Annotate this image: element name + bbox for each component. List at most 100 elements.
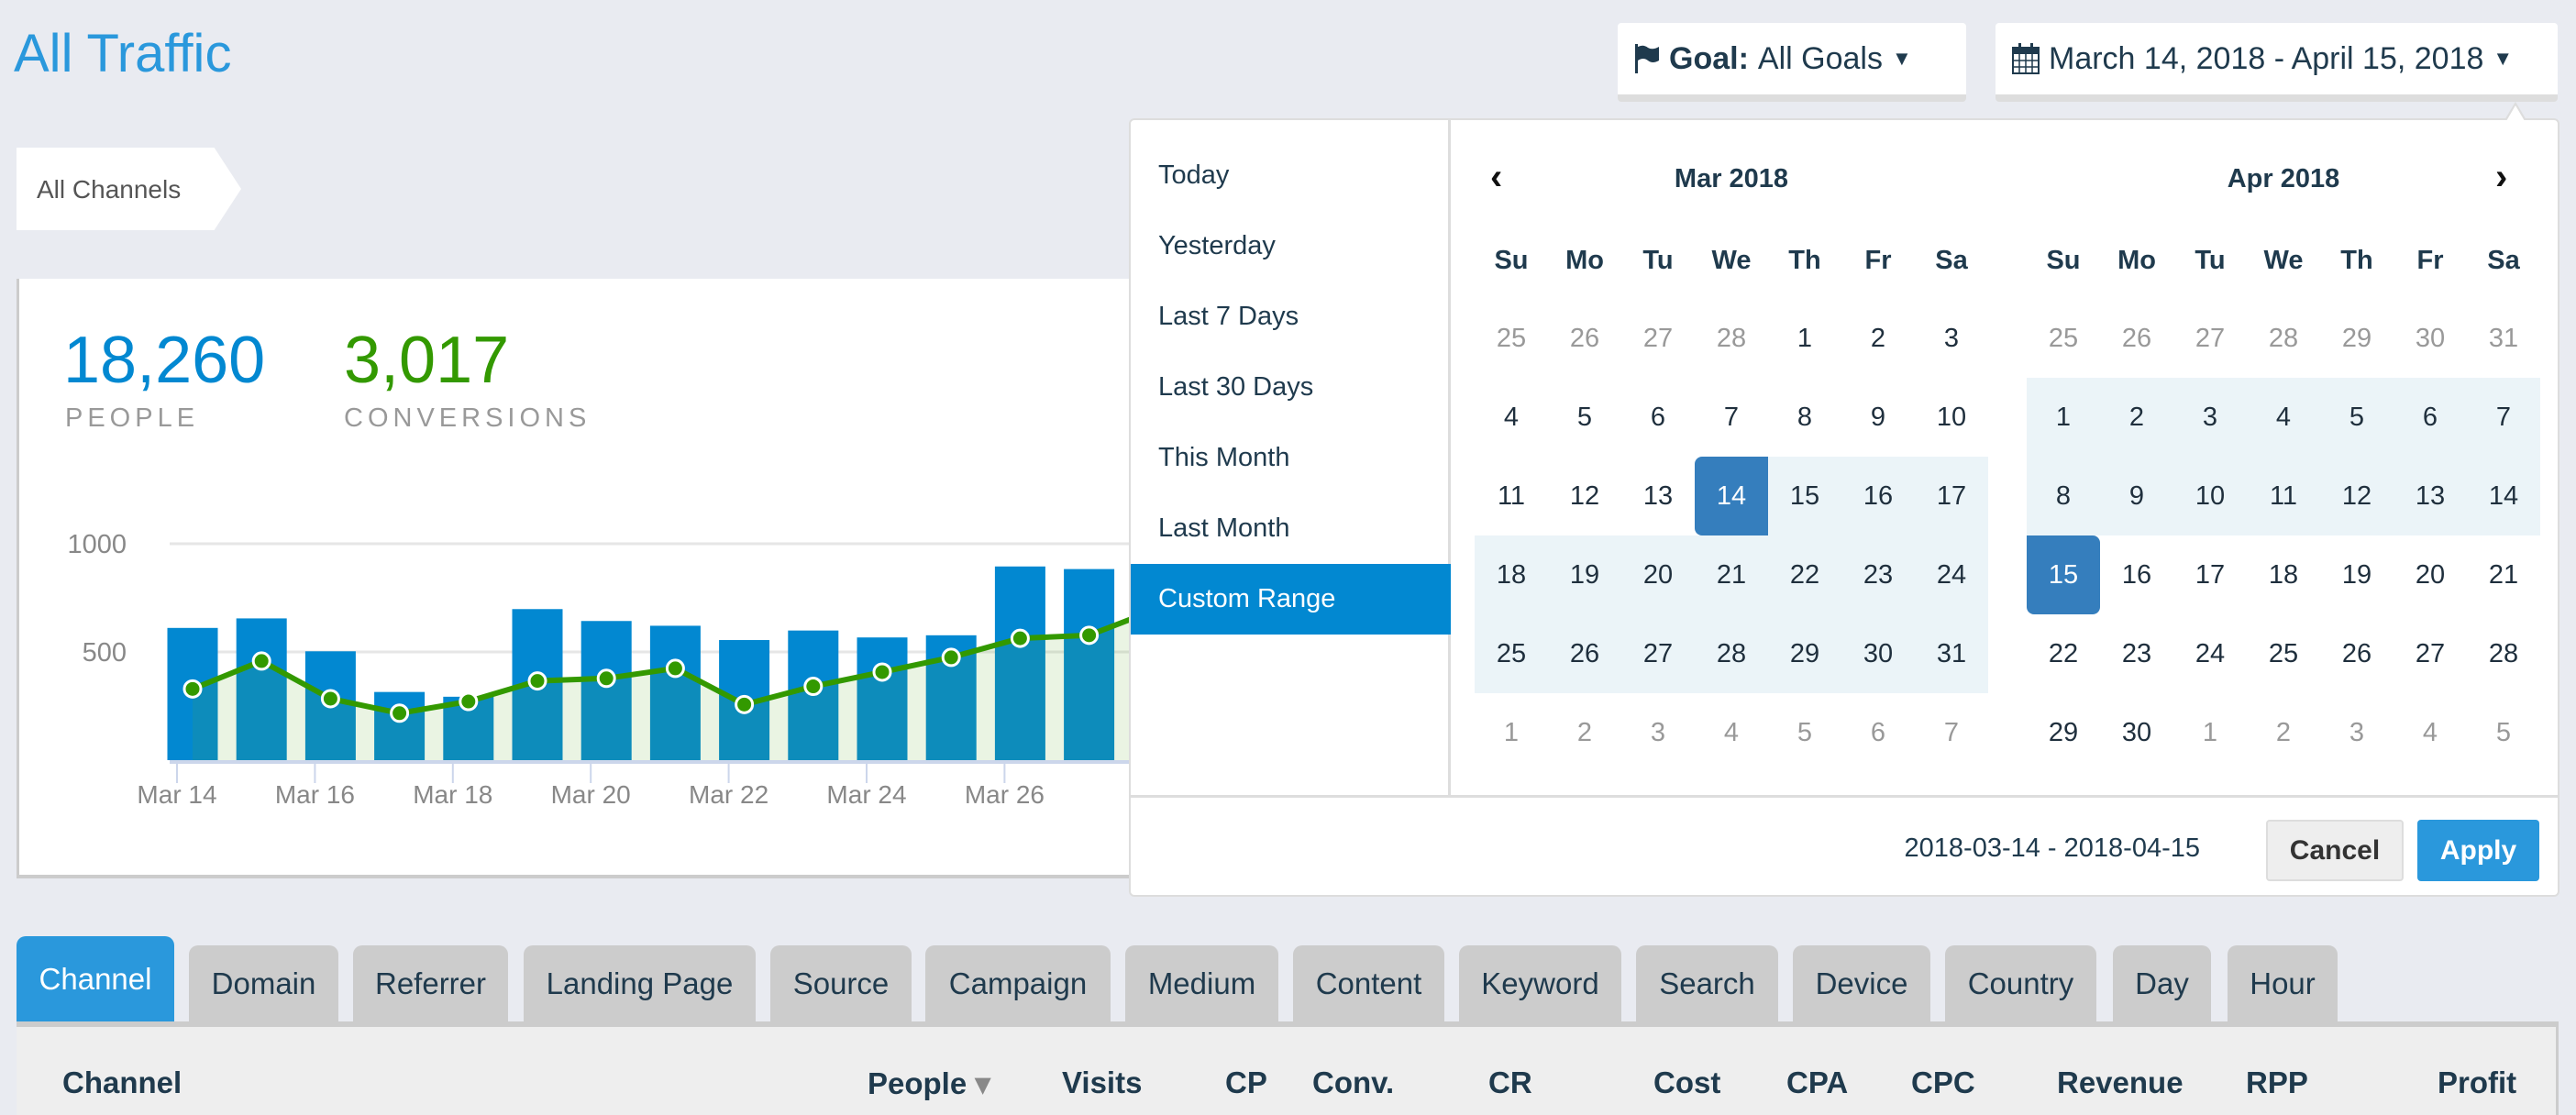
calendar-day[interactable]: 23: [2121, 639, 2152, 668]
calendar-day[interactable]: 1: [1503, 718, 1520, 747]
apply-button[interactable]: Apply: [2417, 820, 2539, 881]
column-header-people[interactable]: People ▾: [868, 1066, 990, 1100]
calendar-day[interactable]: 3: [1943, 324, 1960, 353]
column-header-cr[interactable]: CR: [1488, 1065, 1532, 1099]
calendar-day[interactable]: 25: [2048, 324, 2079, 353]
calendar-day[interactable]: 4: [2422, 718, 2438, 747]
calendar-day[interactable]: 29: [2048, 718, 2079, 747]
calendar-day[interactable]: 15: [2027, 535, 2100, 614]
tab-source[interactable]: Source: [770, 945, 912, 1021]
tab-keyword[interactable]: Keyword: [1459, 945, 1621, 1021]
sort-down-icon[interactable]: ▾: [967, 1066, 990, 1100]
calendar-day[interactable]: 29: [1768, 614, 1841, 693]
calendar-day[interactable]: 7: [1943, 718, 1960, 747]
calendar-day[interactable]: 2: [1870, 324, 1886, 353]
tab-domain[interactable]: Domain: [189, 945, 338, 1021]
calendar-day[interactable]: 25: [1496, 324, 1527, 353]
calendar-day[interactable]: 28: [1716, 324, 1747, 353]
calendar-day[interactable]: 9: [2100, 457, 2173, 535]
calendar-day[interactable]: 4: [1503, 403, 1520, 432]
calendar-day[interactable]: 30: [2415, 324, 2446, 353]
calendar-day[interactable]: 1: [1797, 324, 1813, 353]
calendar-day[interactable]: 24: [1915, 535, 1988, 614]
calendar-day[interactable]: 6: [1650, 403, 1666, 432]
calendar-day[interactable]: 13: [2394, 457, 2467, 535]
calendar-day[interactable]: 26: [1569, 324, 1600, 353]
calendar-day[interactable]: 31: [1915, 614, 1988, 693]
calendar-day[interactable]: 16: [1841, 457, 1915, 535]
column-header-revenue[interactable]: Revenue: [2057, 1065, 2184, 1099]
calendar-day[interactable]: 5: [2320, 378, 2394, 457]
range-option[interactable]: This Month: [1158, 443, 1290, 472]
calendar-day[interactable]: 28: [2268, 324, 2299, 353]
column-header-profit[interactable]: Profit: [2438, 1065, 2517, 1099]
calendar-day[interactable]: 3: [1650, 718, 1666, 747]
calendar-day[interactable]: 25: [2268, 639, 2299, 668]
chevron-right-icon[interactable]: ›: [2495, 157, 2508, 197]
calendar-day[interactable]: 17: [2195, 560, 2226, 590]
tab-hour[interactable]: Hour: [2228, 945, 2338, 1021]
calendar-day[interactable]: 7: [2467, 378, 2540, 457]
tab-referrer[interactable]: Referrer: [353, 945, 508, 1021]
calendar-day[interactable]: 8: [2027, 457, 2100, 535]
calendar-day[interactable]: 8: [1797, 403, 1813, 432]
goal-dropdown[interactable]: Goal: All Goals ▼: [1618, 23, 1966, 102]
breadcrumb-all-channels[interactable]: All Channels: [17, 148, 241, 230]
calendar-day[interactable]: 2: [1576, 718, 1593, 747]
calendar-day[interactable]: 1: [2202, 718, 2218, 747]
calendar-day[interactable]: 9: [1870, 403, 1886, 432]
calendar-day[interactable]: 4: [2247, 378, 2320, 457]
calendar-day[interactable]: 11: [2247, 457, 2320, 535]
calendar-day[interactable]: 31: [2488, 324, 2519, 353]
column-header-cpa[interactable]: CPA: [1786, 1065, 1849, 1099]
range-option[interactable]: Last Month: [1158, 513, 1290, 543]
calendar-day[interactable]: 10: [1936, 403, 1967, 432]
tab-content[interactable]: Content: [1293, 945, 1444, 1021]
calendar-day[interactable]: 2: [2100, 378, 2173, 457]
calendar-day[interactable]: 5: [1797, 718, 1813, 747]
column-header-cpc[interactable]: CPC: [1911, 1065, 1975, 1099]
calendar-day[interactable]: 6: [2394, 378, 2467, 457]
calendar-day[interactable]: 28: [1695, 614, 1768, 693]
range-option[interactable]: Last 30 Days: [1158, 372, 1314, 402]
column-header-conv[interactable]: Conv.: [1312, 1065, 1395, 1099]
calendar-day[interactable]: 12: [1569, 481, 1600, 511]
calendar-day[interactable]: 3: [2173, 378, 2247, 457]
calendar-day[interactable]: 7: [1723, 403, 1740, 432]
tab-country[interactable]: Country: [1945, 945, 2096, 1021]
calendar-day[interactable]: 24: [2195, 639, 2226, 668]
cancel-button[interactable]: Cancel: [2266, 820, 2404, 881]
calendar-day[interactable]: 17: [1915, 457, 1988, 535]
range-option[interactable]: Custom Range: [1131, 564, 1451, 635]
calendar-day[interactable]: 18: [2268, 560, 2299, 590]
column-header-rpp[interactable]: RPP: [2246, 1065, 2308, 1099]
calendar-day[interactable]: 6: [1870, 718, 1886, 747]
range-option[interactable]: Today: [1158, 160, 1230, 190]
range-option[interactable]: Yesterday: [1158, 231, 1276, 260]
calendar-day[interactable]: 12: [2320, 457, 2394, 535]
calendar-day[interactable]: 20: [1621, 535, 1695, 614]
calendar-day[interactable]: 14: [2467, 457, 2540, 535]
calendar-day[interactable]: 27: [1621, 614, 1695, 693]
calendar-day[interactable]: 10: [2173, 457, 2247, 535]
calendar-day[interactable]: 14: [1695, 457, 1768, 535]
calendar-day[interactable]: 21: [1695, 535, 1768, 614]
calendar-day[interactable]: 22: [2048, 639, 2079, 668]
calendar-day[interactable]: 18: [1475, 535, 1548, 614]
calendar-day[interactable]: 25: [1475, 614, 1548, 693]
calendar-day[interactable]: 21: [2488, 560, 2519, 590]
calendar-day[interactable]: 15: [1768, 457, 1841, 535]
tab-campaign[interactable]: Campaign: [925, 945, 1111, 1021]
calendar-day[interactable]: 29: [2341, 324, 2372, 353]
tab-medium[interactable]: Medium: [1125, 945, 1278, 1021]
column-header-cp[interactable]: CP: [1225, 1065, 1267, 1099]
calendar-day[interactable]: 26: [1548, 614, 1621, 693]
calendar-day[interactable]: 1: [2027, 378, 2100, 457]
tab-search[interactable]: Search: [1636, 945, 1778, 1021]
calendar-day[interactable]: 3: [2349, 718, 2365, 747]
column-header-visits[interactable]: Visits: [1062, 1065, 1143, 1099]
calendar-day[interactable]: 16: [2121, 560, 2152, 590]
range-option[interactable]: Last 7 Days: [1158, 302, 1299, 331]
calendar-day[interactable]: 27: [2415, 639, 2446, 668]
tab-landing-page[interactable]: Landing Page: [524, 945, 756, 1021]
